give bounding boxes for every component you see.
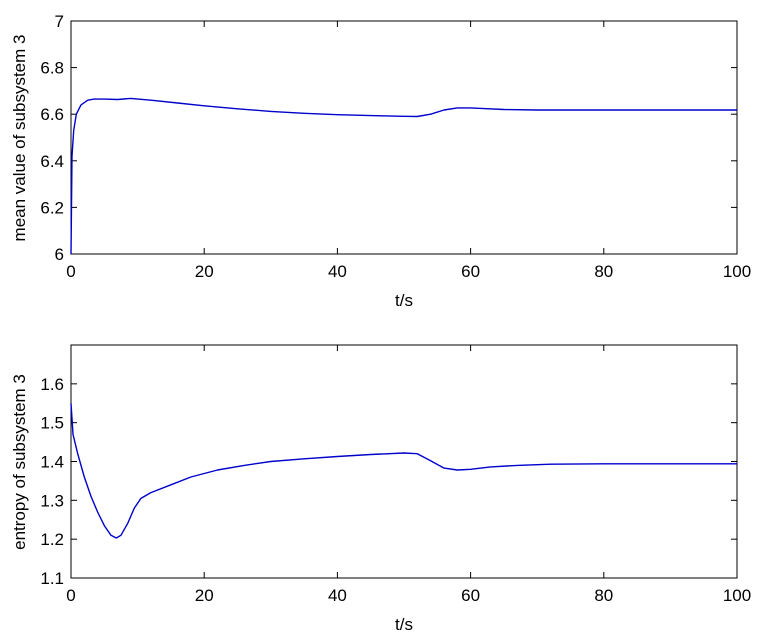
series-line (70, 97, 737, 255)
y-tick-label: 6.6 (40, 105, 64, 124)
y-tick-label: 1.6 (40, 375, 64, 394)
x-tick-label: 20 (195, 262, 214, 281)
y-tick-label: 6 (55, 245, 64, 264)
x-tick-label: 100 (723, 586, 751, 605)
y-tick-label: 1.2 (40, 530, 64, 549)
y-tick-label: 6.4 (40, 152, 64, 171)
x-tick-label: 40 (328, 262, 347, 281)
y-tick-label: 1.3 (40, 491, 64, 510)
x-tick-label: 60 (461, 586, 480, 605)
plot-frame (70, 344, 738, 579)
mean-value-panel: t/s mean value of subsystem 3 0 20 40 60 80 1… (10, 12, 751, 310)
y-tick-label: 1.1 (40, 569, 64, 588)
x-tick-label: 0 (66, 586, 75, 605)
entropy-panel: t/s entropy of subsystem 3 0 20 40 60 80 100 1… (10, 344, 751, 634)
y-tick-label: 1.5 (40, 414, 64, 433)
series-line (70, 403, 737, 539)
y-tick-label: 6.8 (40, 59, 64, 78)
x-tick-label: 80 (594, 586, 613, 605)
x-axis-label: t/s (395, 615, 413, 634)
y-tick-label: 1.4 (40, 453, 64, 472)
x-tick-label: 100 (723, 262, 751, 281)
x-axis-label: t/s (395, 291, 413, 310)
x-tick-label: 80 (594, 262, 613, 281)
y-axis-label: mean value of subsystem 3 (10, 35, 29, 242)
x-tick-label: 40 (328, 586, 347, 605)
y-tick-label: 6.2 (40, 198, 64, 217)
y-axis-label: entropy of subsystem 3 (10, 374, 29, 550)
x-tick-label: 0 (66, 262, 75, 281)
y-tick-label: 7 (55, 12, 64, 31)
x-tick-label: 60 (461, 262, 480, 281)
x-tick-label: 20 (195, 586, 214, 605)
plot-frame (70, 20, 738, 255)
